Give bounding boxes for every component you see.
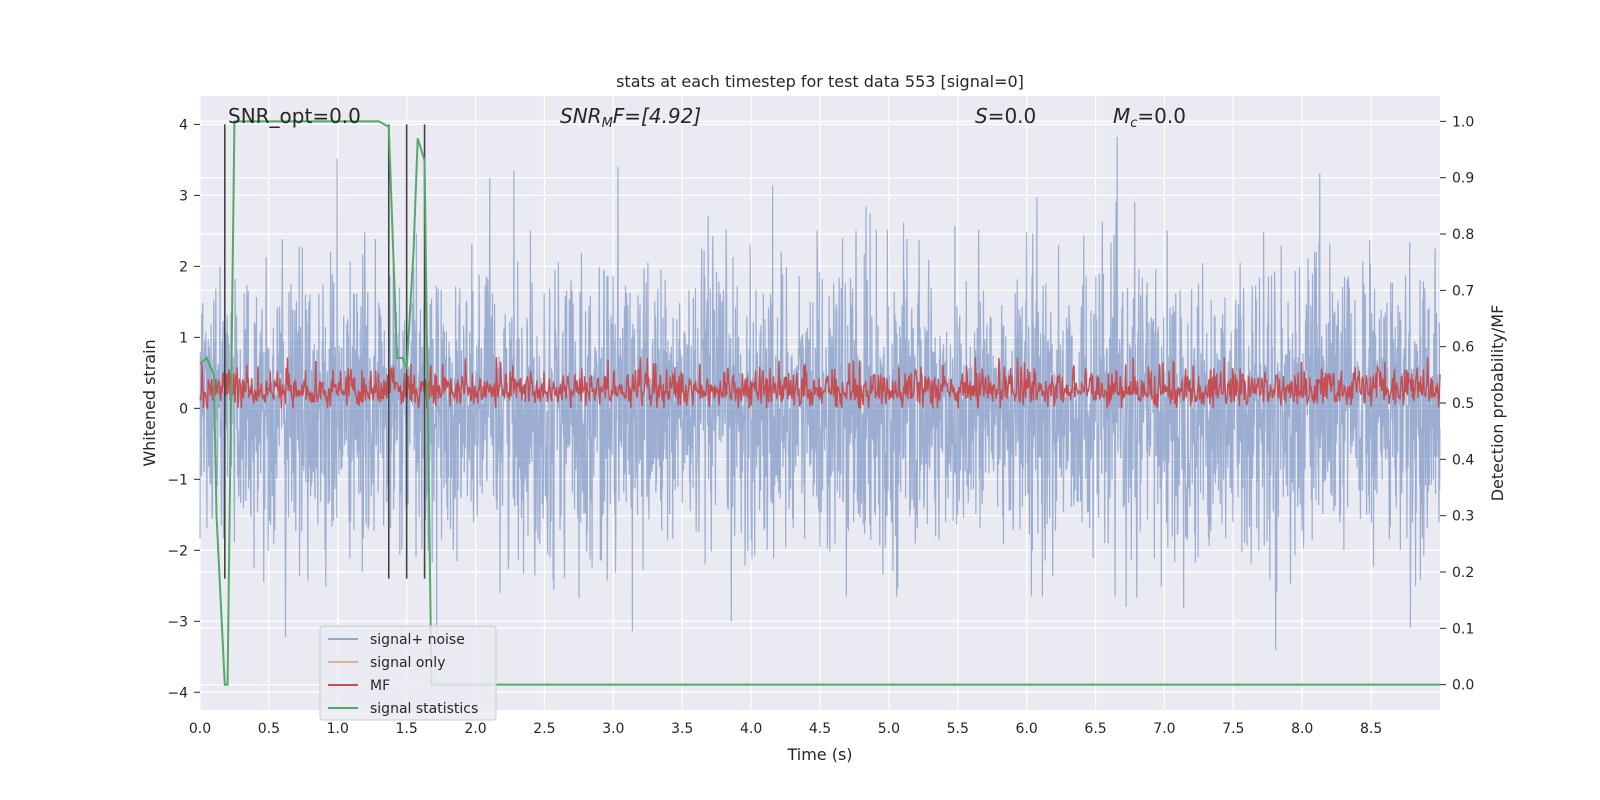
legend-box: [319, 625, 497, 721]
y2-tick-label: 0.7: [1452, 283, 1474, 299]
annotation-snr-mf-main: SNR: [560, 104, 602, 128]
x-tick-label: 8.0: [1291, 721, 1313, 737]
x-axis-label: Time (s): [786, 745, 852, 764]
x-tick-label: 5.5: [947, 721, 969, 737]
vertical-markers: [224, 124, 426, 579]
x-tick-label: 0.0: [189, 721, 211, 737]
y2-tick-label: 0.8: [1452, 227, 1474, 243]
x-tick-label: 3.5: [671, 721, 693, 737]
y-tick-label: −1: [167, 472, 188, 488]
x-tick-label: 1.0: [327, 721, 349, 737]
annotation-mc: Mc=0.0: [1113, 104, 1186, 131]
x-tick-label: 1.5: [396, 721, 418, 737]
x-tick-label: 8.5: [1360, 721, 1382, 737]
y-tick-label: −4: [167, 685, 188, 701]
y2-tick-label: 0.0: [1452, 678, 1474, 694]
annotation-snr-mf: SNRMF=[4.92]: [560, 104, 701, 131]
y2-tick-label: 0.2: [1452, 565, 1474, 581]
x-tick-label: 6.5: [1084, 721, 1106, 737]
x-tick-label: 4.5: [809, 721, 831, 737]
signal-statistics-series: [199, 120, 1440, 686]
legend-label-signal-statistics: signal statistics: [370, 701, 478, 717]
x-tick-label: 7.0: [1153, 721, 1175, 737]
annotation-mc-rest: =0.0: [1137, 104, 1186, 128]
annotation-snr-opt: SNR_opt=0.0: [228, 104, 361, 128]
y2-tick-label: 0.3: [1452, 509, 1474, 525]
annotation-s-main: S: [975, 104, 988, 128]
annotation-snr-mf-rest: F=[4.92]: [613, 104, 701, 128]
y-tick-label: 1: [179, 330, 188, 346]
y2-tick-label: 1.0: [1452, 114, 1474, 130]
annotation-snr-mf-sub: M: [602, 116, 613, 131]
legend-label-signal-noise: signal+ noise: [370, 632, 465, 648]
x-tick-label: 2.0: [464, 721, 486, 737]
x-tick-label: 6.0: [1016, 721, 1038, 737]
y-tick-label: 4: [179, 117, 188, 133]
legend-label-signal-only: signal only: [370, 655, 445, 671]
x-tick-label: 5.0: [878, 721, 900, 737]
signal-statistics-line: [199, 120, 1440, 686]
y-axis-ticks: 4 3 2 1 0 −1 −2 −3 −4: [167, 117, 200, 701]
x-tick-label: 4.0: [740, 721, 762, 737]
x-axis-ticks: 0.0 0.5 1.0 1.5 2.0 2.5 3.0 3.5 4.0 4.5 5.0 5.5 6.0 6…: [189, 721, 1382, 737]
annotation-s: S=0.0: [975, 104, 1036, 128]
y-tick-label: 2: [179, 259, 188, 275]
annotation-mc-sub: c: [1130, 116, 1137, 131]
x-tick-label: 2.5: [533, 721, 555, 737]
y-tick-label: 3: [179, 188, 188, 204]
y2-tick-label: 0.6: [1452, 340, 1474, 356]
legend-label-mf: MF: [370, 678, 390, 694]
x-tick-label: 7.5: [1222, 721, 1244, 737]
x-tick-label: 3.0: [602, 721, 624, 737]
y-tick-label: −3: [167, 614, 188, 630]
x-tick-label: 0.5: [258, 721, 280, 737]
y2-axis-ticks: 1.0 0.9 0.8 0.7 0.6 0.5 0.4 0.3 0.2 0.1 0.0: [1440, 114, 1474, 694]
annotation-mc-main: M: [1113, 104, 1130, 128]
y2-tick-label: 0.5: [1452, 396, 1474, 412]
y2-tick-label: 0.9: [1452, 171, 1474, 187]
annotation-s-rest: =0.0: [988, 104, 1037, 128]
legend: signal+ noise signal only MF signal stat…: [319, 625, 497, 721]
y-tick-label: 0: [179, 401, 188, 417]
y2-tick-label: 0.4: [1452, 452, 1474, 468]
y2-axis-label: Detection probability/MF: [1488, 305, 1507, 502]
chart-title: stats at each timestep for test data 553…: [616, 72, 1024, 91]
y-tick-label: −2: [167, 543, 188, 559]
y-axis-label: Whitened strain: [140, 339, 159, 466]
y2-tick-label: 0.1: [1452, 621, 1474, 637]
